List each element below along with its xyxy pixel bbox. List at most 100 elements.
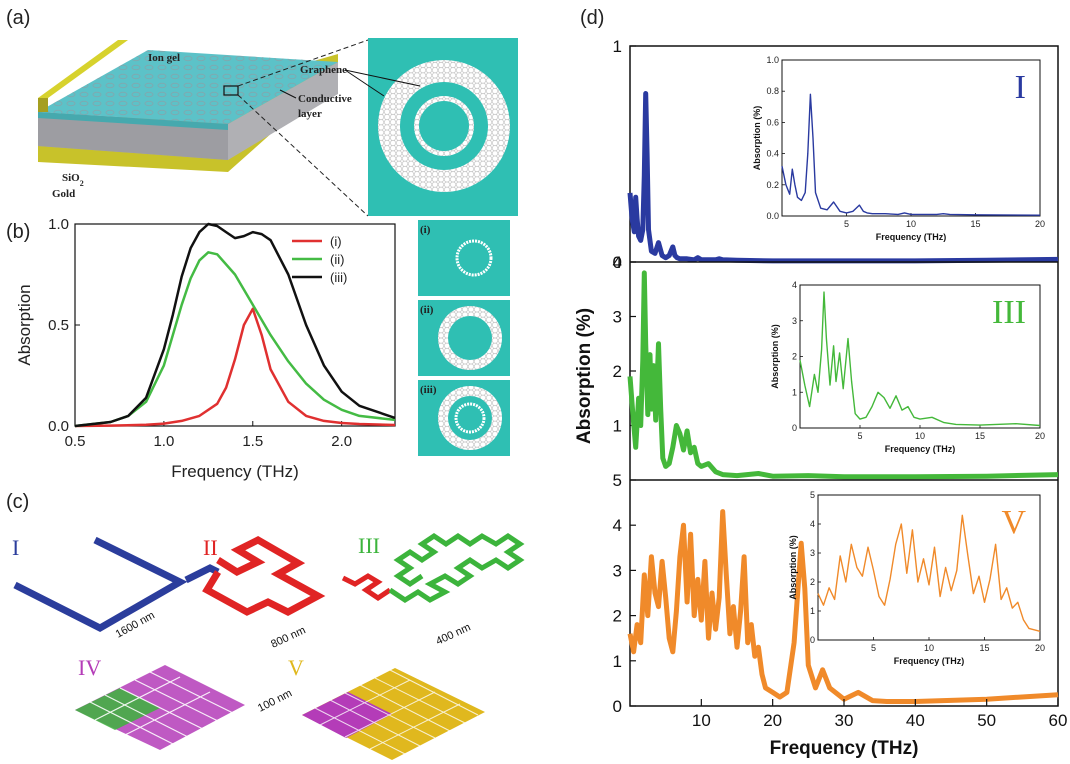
chart-d-xtick-label: 10: [692, 711, 711, 730]
chart-d-ytick-label: 1: [613, 37, 622, 56]
chart-d-subplot-label-V: V: [1001, 504, 1026, 541]
chart-d-inset-ytick-label: 5: [810, 490, 815, 500]
chart-b-ylabel: Absorption: [15, 284, 34, 365]
chart-d-inset-xtick-label: 10: [906, 219, 916, 229]
chart-b-legend-label: (ii): [330, 252, 344, 267]
chart-d-ylabel: Absorption (%): [574, 308, 595, 444]
chart-d-ytick-label: 3: [613, 308, 622, 327]
inset-label-i: (i): [420, 224, 431, 236]
dim-100nm: 100 nm: [256, 687, 294, 714]
chart-d-inset-ytick-label: 0.4: [766, 149, 779, 159]
panel-a-label: (a): [6, 7, 30, 29]
chart-d-ytick-label: 4: [613, 253, 622, 272]
chart-d-inset-ytick-label: 0.2: [766, 180, 779, 190]
chart-d-inset-xtick-label: 5: [844, 219, 849, 229]
panel-c-label: (c): [6, 491, 29, 513]
chart-d-inset-ylabel: Absorption (%): [770, 324, 780, 389]
sio2-label: SiO2: [62, 172, 84, 188]
ion-gel-front: [38, 112, 228, 130]
gold-electrode-side: [38, 98, 48, 112]
order-II-label: II: [203, 535, 218, 560]
chart-d-inset-xtick-label: 15: [979, 643, 989, 653]
chart-d-xtick-label: 20: [763, 711, 782, 730]
chart-d-inset-frame: [817, 494, 1041, 641]
zoom-box: [223, 85, 239, 96]
chart-b-xtick-label: 1.5: [242, 433, 263, 450]
chart-d-series-I: [627, 91, 1059, 264]
chart-d-inset-ytick-label: 1: [792, 387, 797, 397]
chart-b-ticks: 0.5 1.0 1.5 2.00.00.51.0: [48, 216, 352, 450]
chart-b-legend-label: (iii): [330, 270, 347, 285]
inset-cells: (i) (ii) (iii): [418, 220, 510, 456]
chart-b-series-line: [74, 222, 396, 428]
chart-b-series-line: [74, 251, 396, 428]
panel-b-label: (b): [6, 221, 30, 243]
chart-b-ytick-label: 0.5: [48, 317, 69, 334]
chart-b-legend: (i) (ii) (iii): [292, 234, 347, 285]
chart-d-inset-ytick-label: 0: [810, 635, 815, 645]
hilbert-order-3: [388, 532, 525, 603]
inset-cell-i: [418, 220, 510, 296]
chart-d-inset-ytick-label: 0.0: [766, 211, 779, 221]
chart-d-inset-ytick-label: 1.0: [766, 55, 779, 65]
chart-d-inset-ylabel: Absorption (%): [752, 106, 762, 171]
chart-d-inset-series-V: [817, 514, 1041, 632]
chart-d-inset-xtick-label: 15: [975, 431, 985, 441]
chart-b-xtick-label: 1.0: [153, 433, 174, 450]
gold-electrode: [38, 40, 128, 98]
order-I-label: I: [12, 535, 19, 560]
chart-d-xtick-label: 40: [906, 711, 925, 730]
chart-d-inset-xtick-label: 5: [871, 643, 876, 653]
chart-d-inset-ytick-label: 3: [810, 548, 815, 558]
ring-array: [38, 50, 338, 124]
chart-d-inset-series-I: [781, 93, 1041, 216]
chart-d-inset-xlabel: Frequency (THz): [894, 656, 965, 666]
chart-d-series-V: [627, 509, 1059, 704]
chart-d-inset-ylabel: Absorption (%): [788, 535, 798, 600]
chart-d-inset-xtick-label: 5: [857, 431, 862, 441]
chart-d-inset-xtick-label: 10: [924, 643, 934, 653]
chart-d-inset-ytick-label: 2: [810, 577, 815, 587]
inset-label-ii: (ii): [420, 304, 434, 316]
order-IV-label: IV: [78, 655, 101, 680]
chart-d-subplot-label-I: I: [1015, 69, 1026, 106]
inset-label-iii: (iii): [420, 384, 437, 396]
chart-d-xtick-label: 60: [1049, 711, 1068, 730]
panel-b: (b) 0.5 1.0 1.5 2.00.00.51.0 Frequency (THz…: [6, 216, 510, 481]
chart-d-ytick-label: 4: [613, 516, 622, 535]
chart-d-inset-xtick-label: 15: [970, 219, 980, 229]
order-III-label: III: [358, 533, 380, 558]
chart-d-inset-xlabel: Frequency (THz): [885, 444, 956, 454]
chart-d-ytick-label: 0: [613, 253, 622, 272]
chart-b-series-line: [74, 307, 396, 428]
chart-b-ytick-label: 1.0: [48, 216, 69, 233]
chart-d-xtick-label: 50: [977, 711, 996, 730]
chart-d-inset-ytick-label: 3: [792, 316, 797, 326]
chart-d-inset-xtick-label: 20: [1035, 643, 1045, 653]
chart-b-xlabel: Frequency (THz): [171, 462, 299, 481]
hilbert-order-1: [13, 536, 188, 632]
chart-d-ytick-label: 1: [613, 652, 622, 671]
chart-d-xlabel: Frequency (THz): [770, 738, 919, 759]
chart-d-inset-xtick-label: 10: [915, 431, 925, 441]
conductive-label-2: layer: [298, 108, 322, 120]
panel-d: (d) 015 10 15 200.00.20.40.60.81.0Frequency…: [574, 7, 1067, 759]
chart-d-inset-ytick-label: 4: [810, 519, 815, 529]
chart-d-inset-ytick-label: 0.6: [766, 117, 779, 127]
chart-d-inset-ytick-label: 1: [810, 606, 815, 616]
gold-label: Gold: [52, 188, 75, 200]
chart-d-inset-ytick-label: 4: [792, 280, 797, 290]
chart-d-ytick-label: 5: [613, 471, 622, 490]
graphene-label: Graphene: [300, 64, 347, 76]
dim-400nm: 400 nm: [434, 621, 472, 647]
chart-d-inset-frame: [781, 59, 1041, 217]
chart-d-ytick-label: 1: [613, 417, 622, 436]
panel-c: (c) I 1600 nm II 800 nm III 400 nm IV V: [6, 491, 525, 760]
chart-b-xtick-label: 2.0: [331, 433, 352, 450]
chart-d-inset-xtick-label: 20: [1035, 431, 1045, 441]
chart-d-inset-ytick-label: 0: [792, 423, 797, 433]
chart-d-subplot-label-III: III: [992, 294, 1026, 331]
chart-d-ytick-label: 2: [613, 362, 622, 381]
chart-d-ytick-label: 2: [613, 607, 622, 626]
